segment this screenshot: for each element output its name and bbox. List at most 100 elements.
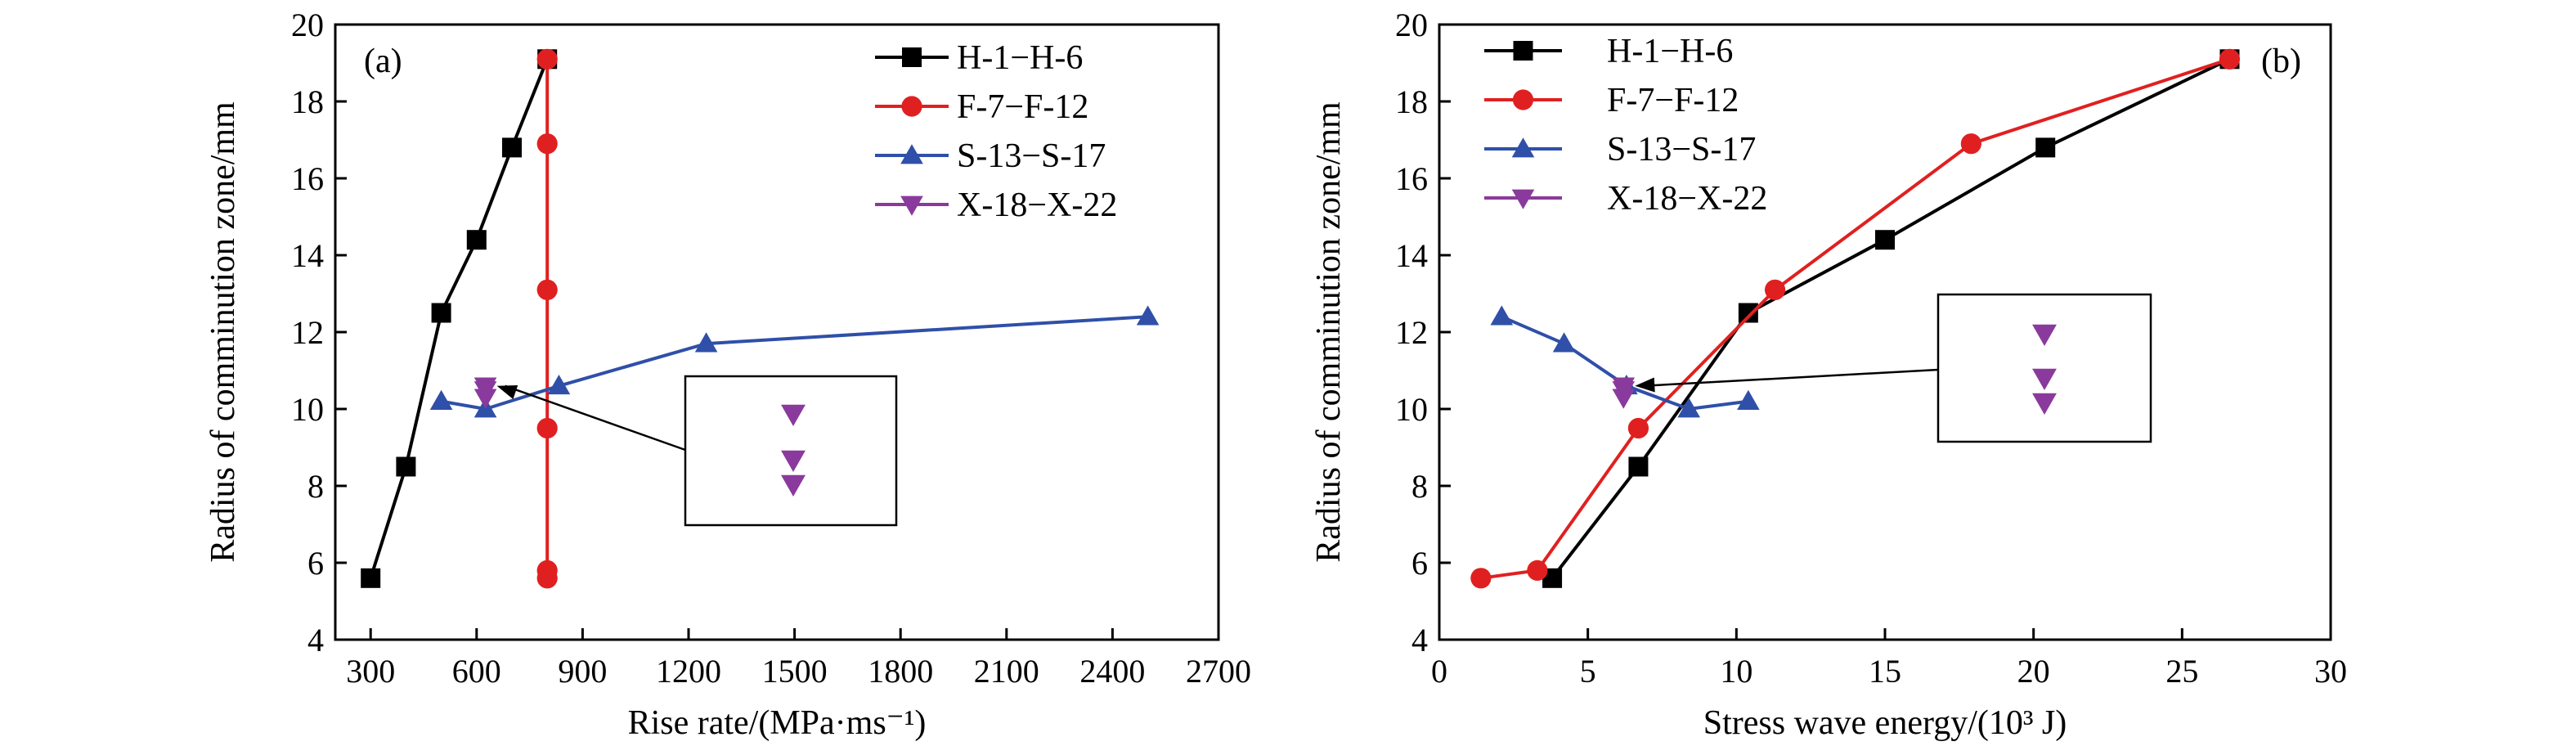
x-tick-label: 1500	[762, 653, 828, 690]
h-series-line	[1551, 57, 2231, 580]
inset-pointer-arrowhead	[496, 384, 518, 400]
inset-marker	[781, 474, 806, 497]
h-series-line	[369, 58, 550, 579]
legend-marker	[1512, 89, 1534, 110]
h-series-point	[1738, 303, 1758, 323]
x-tick-label: 900	[558, 653, 607, 690]
series-group-b	[1470, 48, 2241, 589]
inset-marker	[2032, 368, 2057, 390]
plot-frame-b	[1438, 23, 2332, 641]
y-tick-label: 20	[291, 7, 324, 43]
y-tick-label: 4	[1411, 622, 1428, 658]
x-tick-label: 1800	[868, 653, 933, 690]
x-tick-label: 30	[2314, 653, 2347, 690]
x-tick-label: 20	[2017, 653, 2050, 690]
y-tick-label: 14	[1395, 237, 1428, 274]
x-tick-label: 0	[1431, 653, 1447, 690]
f-series-point	[1527, 560, 1548, 582]
legend-marker	[902, 47, 922, 67]
h-series-point	[396, 456, 416, 477]
f-series-point	[1960, 133, 1981, 155]
f-series-point	[2219, 48, 2241, 70]
x-axis-b: 0 5 10 15 20 25 30	[1431, 628, 2347, 690]
y-tick-label: 6	[307, 545, 324, 582]
y-tick-label: 4	[307, 622, 324, 658]
legend-marker	[900, 144, 923, 164]
legend-label: S-13−S-17	[957, 137, 1106, 175]
inset-marker	[781, 450, 806, 472]
chart-panel-a: 4 6 8 10 12 14 16 18 20 300 600 900 1200 1500 1800 210…	[204, 7, 1251, 742]
x-tick-label: 25	[2165, 653, 2198, 690]
y-tick-label: 10	[1395, 391, 1428, 428]
y-tick-label: 18	[1395, 83, 1428, 120]
legend-marker	[1511, 189, 1535, 209]
legend-marker	[1513, 41, 1533, 61]
x-axis-a: 300 600 900 1200 1500 1800 2100 2400 2700	[346, 628, 1251, 690]
legend-label: H-1−H-6	[1607, 33, 1733, 70]
y-tick-label: 16	[291, 160, 324, 197]
inset-pointer-arrowhead	[1635, 377, 1655, 393]
f-series-point	[536, 48, 558, 70]
x-tick-label: 2400	[1079, 653, 1145, 690]
x-tick-label: 10	[1720, 653, 1752, 690]
panel-label-a: (a)	[364, 43, 402, 80]
y-tick-label: 14	[291, 237, 324, 274]
legend-label: S-13−S-17	[1607, 131, 1756, 169]
inset-marker	[2032, 324, 2057, 346]
y-tick-label: 12	[1395, 314, 1428, 351]
h-series-point	[2035, 137, 2056, 158]
y-tick-label: 12	[291, 314, 324, 351]
y-axis-title-b: Radius of comminution zone/mm	[1310, 101, 1348, 563]
h-series-point	[466, 230, 487, 250]
y-tick-label: 6	[1411, 545, 1428, 582]
f-series-point	[536, 133, 558, 155]
legend-marker	[900, 195, 923, 216]
s-series-point	[1737, 389, 1760, 410]
s-series-point	[429, 389, 453, 410]
y-tick-label: 20	[1395, 7, 1428, 43]
inset-pointer-line	[1643, 368, 1939, 388]
s-series-point	[1552, 332, 1576, 353]
h-series-point	[1875, 230, 1895, 250]
y-axis-title-a: Radius of comminution zone/mm	[204, 101, 242, 563]
x-tick-label: 2700	[1186, 653, 1251, 690]
inset-marker	[781, 404, 806, 426]
x-series-point	[473, 389, 497, 409]
inset-marker	[2032, 393, 2057, 415]
inset-b	[1635, 293, 2152, 443]
legend-label: X-18−X-22	[1607, 180, 1767, 218]
y-axis-b: 4 6 8 10 12 14 16 18 20	[1395, 7, 1451, 658]
h-series-point	[1628, 456, 1649, 477]
x-tick-label: 300	[346, 653, 395, 690]
legend-marker	[901, 96, 922, 117]
chart-panel-b: 4 6 8 10 12 14 16 18 20 0 5 10 15 20 25 30 H-1−H-6 F-7−…	[1310, 7, 2347, 742]
y-tick-label: 18	[291, 83, 324, 120]
legend-marker	[1511, 137, 1535, 158]
panel-label-b: (b)	[2261, 43, 2301, 80]
x-axis-title-a: Rise rate/(MPa·ms⁻¹)	[628, 704, 927, 742]
inset-box	[1936, 293, 2152, 443]
x-series-point	[1612, 389, 1636, 409]
s-series-point	[1490, 305, 1514, 326]
legend-b: H-1−H-6 F-7−F-12 S-13−S-17 X-18−X-22	[1484, 33, 1767, 218]
legend-label: X-18−X-22	[957, 187, 1117, 224]
inset-pointer-line	[505, 384, 686, 452]
legend-label: F-7−F-12	[1607, 82, 1739, 119]
f-series-point	[1470, 568, 1492, 589]
legend-label: H-1−H-6	[957, 39, 1083, 77]
s-series-point	[1136, 305, 1160, 326]
x-tick-label: 15	[1869, 653, 1901, 690]
inset-a	[496, 375, 898, 527]
x-tick-label: 2100	[974, 653, 1039, 690]
h-series-point	[361, 568, 381, 588]
f-series-point	[536, 279, 558, 300]
y-tick-label: 10	[291, 391, 324, 428]
legend-a: H-1−H-6 F-7−F-12 S-13−S-17 X-18−X-22	[875, 39, 1117, 224]
f-series-point	[536, 417, 558, 439]
f-series-point	[1764, 279, 1786, 300]
x-axis-title-b: Stress wave energy/(10³ J)	[1703, 704, 2067, 742]
series-group-a	[361, 48, 1160, 589]
s-series-point	[1677, 398, 1700, 418]
x-tick-label: 600	[452, 653, 501, 690]
f-series-point	[536, 560, 558, 582]
